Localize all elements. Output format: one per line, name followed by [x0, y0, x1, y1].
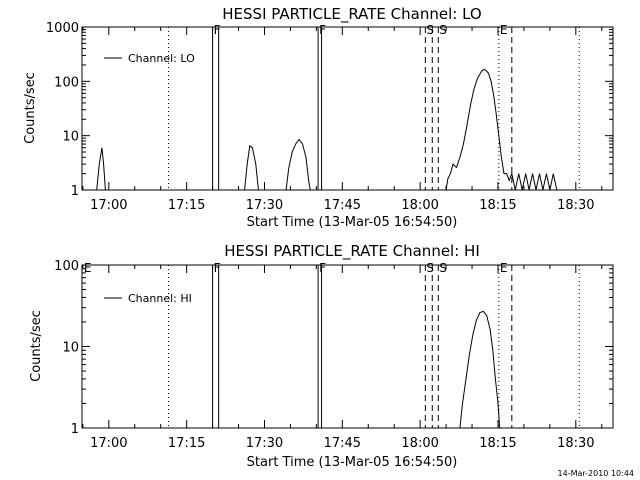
chart-lo: HESSI PARTICLE_RATE Channel: LO Counts/s… [23, 5, 614, 230]
chart-hi-ylabel: Counts/sec [29, 310, 44, 382]
chart-hi-xtick-label: 18:00 [401, 436, 438, 451]
chart-lo-series-line [96, 147, 106, 191]
chart-hi-series-line [459, 310, 501, 429]
chart-hi-xtick-label: 17:45 [324, 436, 361, 451]
chart-hi-legend: Channel: HI [104, 292, 192, 305]
chart-lo-xlabel: Start Time (13-Mar-05 16:54:50) [247, 215, 458, 230]
chart-lo-series-line [285, 138, 311, 191]
chart-lo-legend: Channel: LO [104, 52, 195, 65]
timestamp-stamp: 14-Mar-2010 10:44 [558, 469, 635, 478]
chart-lo-marker-label: F [214, 23, 221, 37]
chart-hi-xtick-label: 17:15 [168, 436, 205, 451]
chart-lo-xtick-label: 18:15 [479, 198, 516, 213]
chart-hi-ytick-label: 100 [54, 259, 79, 274]
chart-hi-xtick-label: 18:30 [557, 436, 594, 451]
chart-hi-marker-label: F [319, 261, 326, 275]
chart-hi-ytick-label: 1 [71, 422, 79, 437]
chart-lo-xtick-label: 18:00 [401, 198, 438, 213]
chart-hi-title: HESSI PARTICLE_RATE Channel: HI [224, 242, 480, 261]
chart-hi-marker-label: E [84, 261, 92, 275]
chart-lo-xtick-label: 18:30 [557, 198, 594, 213]
chart-lo-xtick-label: 17:00 [90, 198, 127, 213]
chart-lo-ytick-label: 1 [71, 184, 79, 199]
chart-lo-xtick-label: 17:15 [168, 198, 205, 213]
chart-lo-frame [81, 26, 614, 191]
chart-lo-marker-label: S [439, 23, 447, 37]
chart-hi-marker-label: S [426, 261, 434, 275]
chart-hi-marker-label: S [439, 261, 447, 275]
chart-lo-title: HESSI PARTICLE_RATE Channel: LO [222, 5, 481, 24]
chart-hi-marker-label: F [214, 261, 221, 275]
chart-lo-marker-label: S [426, 23, 434, 37]
chart-hi-marker-label: E [500, 261, 508, 275]
chart-lo-marker-label: F [319, 23, 326, 37]
chart-lo-ylabel: Counts/sec [23, 72, 38, 144]
chart-lo-xtick-label: 17:45 [324, 198, 361, 213]
chart-lo-xtick-label: 17:30 [246, 198, 283, 213]
chart-lo-ytick-label: 100 [54, 75, 79, 90]
chart-lo-series-line [244, 144, 259, 191]
chart-lo-legend-label: Channel: LO [128, 52, 195, 65]
chart-lo-marker-label: E [500, 23, 508, 37]
chart-hi-frame [81, 264, 614, 429]
chart-lo-ytick-label: 10 [62, 130, 79, 145]
chart-hi-xtick-label: 17:30 [246, 436, 283, 451]
chart-hi-xtick-label: 18:15 [479, 436, 516, 451]
chart-hi-xtick-label: 17:00 [90, 436, 127, 451]
chart-lo-series-line [445, 68, 558, 191]
chart-hi-ytick-label: 10 [62, 341, 79, 356]
chart-hi-legend-label: Channel: HI [128, 292, 192, 305]
chart-hi: HESSI PARTICLE_RATE Channel: HI Counts/s… [29, 242, 614, 470]
chart-lo-ytick-label: 1000 [46, 21, 79, 36]
chart-hi-xlabel: Start Time (13-Mar-05 16:54:50) [247, 455, 458, 470]
